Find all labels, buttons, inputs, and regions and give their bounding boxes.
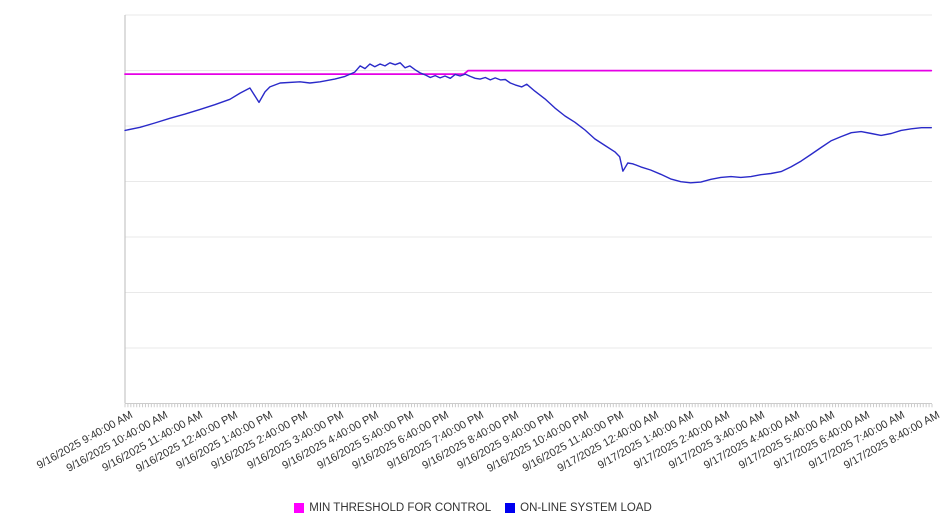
legend: MIN THRESHOLD FOR CONTROL ON-LINE SYSTEM… [0, 500, 946, 516]
legend-label-system-load: ON-LINE SYSTEM LOAD [520, 502, 652, 514]
threshold-line [124, 69, 933, 75]
threshold-swatch-icon [294, 503, 305, 513]
x-axis-minor-ticks [124, 404, 933, 408]
legend-item-system-load[interactable]: ON-LINE SYSTEM LOAD [505, 502, 652, 514]
system-load-swatch-icon [505, 503, 516, 513]
legend-label-threshold: MIN THRESHOLD FOR CONTROL [309, 502, 492, 514]
system-load-line [124, 62, 932, 184]
line-chart-plot-area [124, 14, 933, 408]
legend-item-min-threshold[interactable]: MIN THRESHOLD FOR CONTROL [294, 502, 491, 514]
